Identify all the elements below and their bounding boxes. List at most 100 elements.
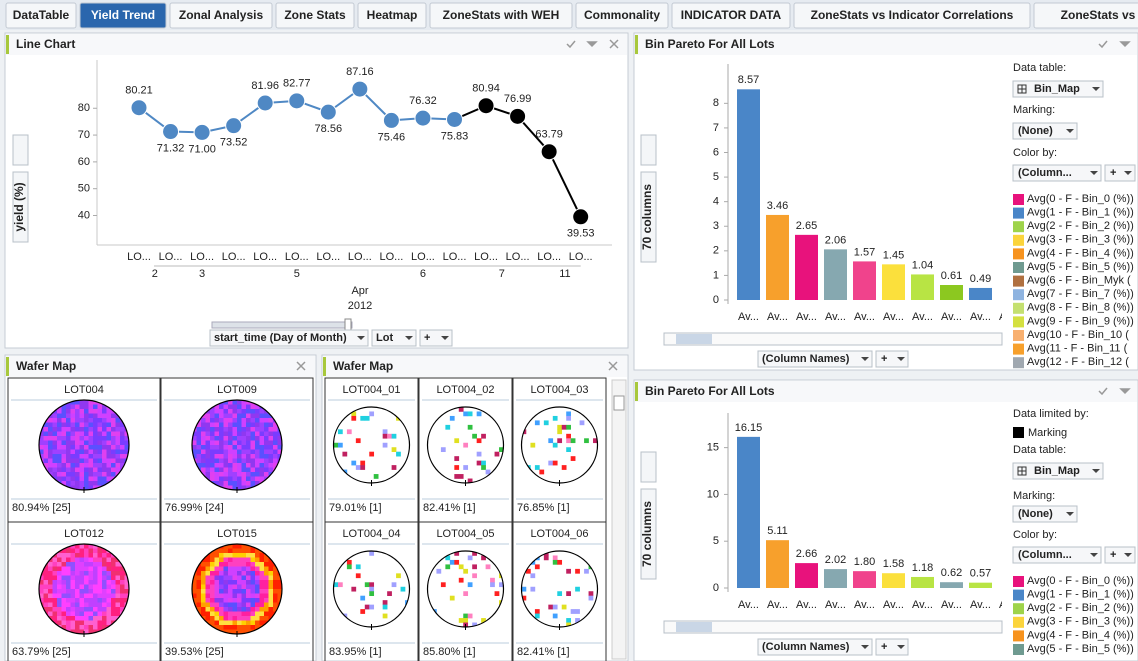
legend-swatch	[1013, 289, 1024, 301]
field-selector[interactable]	[1012, 462, 1104, 480]
selector[interactable]	[371, 329, 417, 347]
axis-control[interactable]	[640, 171, 657, 263]
tab[interactable]	[429, 2, 573, 29]
tab[interactable]	[575, 2, 669, 29]
selector[interactable]	[1104, 546, 1136, 564]
die	[84, 427, 89, 432]
field-selector[interactable]	[1012, 546, 1102, 564]
scroll-thumb[interactable]	[613, 395, 625, 411]
die	[241, 463, 247, 468]
tab[interactable]	[5, 2, 77, 29]
scroll-thumb[interactable]	[676, 334, 712, 344]
selector[interactable]	[875, 638, 909, 656]
close-icon[interactable]	[608, 361, 618, 371]
axis-control[interactable]	[640, 134, 657, 166]
tab[interactable]	[793, 2, 1031, 29]
die	[259, 454, 265, 459]
legend-label: Avg(0 - F - Bin_0 (%))	[1027, 193, 1134, 205]
die	[124, 575, 129, 581]
tab-label[interactable]: Yield Trend	[91, 8, 155, 22]
check-icon[interactable]	[1098, 387, 1108, 396]
die	[84, 463, 89, 468]
selector-label[interactable]: +	[881, 641, 887, 653]
tab[interactable]	[169, 2, 273, 29]
tab-label[interactable]: ZoneStats vs In	[1061, 8, 1138, 22]
selector-label[interactable]: +	[1110, 167, 1116, 179]
slider[interactable]	[211, 321, 353, 329]
die	[93, 463, 98, 468]
tab[interactable]	[671, 2, 791, 29]
slider-handle[interactable]	[344, 318, 352, 332]
scrollbar[interactable]	[611, 379, 627, 660]
die	[75, 589, 80, 594]
axis-control[interactable]	[12, 134, 29, 166]
die	[570, 438, 576, 444]
selector[interactable]	[209, 329, 369, 347]
tab-label[interactable]: Zonal Analysis	[179, 8, 264, 22]
field-value[interactable]: (Column...	[1018, 167, 1072, 179]
tab[interactable]	[275, 2, 355, 29]
axis-control[interactable]	[640, 488, 657, 580]
scroll-thumb[interactable]	[676, 622, 712, 632]
field-value[interactable]: Bin_Map	[1034, 465, 1080, 477]
tab-label[interactable]: Commonality	[584, 8, 660, 22]
selector-label[interactable]: Lot	[376, 332, 393, 344]
check-icon[interactable]	[1098, 40, 1108, 49]
selector[interactable]	[757, 350, 873, 368]
field-selector[interactable]	[1012, 80, 1104, 98]
die	[552, 559, 558, 565]
die	[102, 593, 107, 599]
field-value[interactable]: (Column...	[1018, 549, 1072, 561]
close-icon[interactable]	[609, 39, 619, 49]
selector-label[interactable]: +	[424, 332, 430, 344]
selector[interactable]	[875, 350, 909, 368]
field-value[interactable]: (None)	[1018, 125, 1053, 137]
field-value[interactable]: Bin_Map	[1034, 83, 1080, 95]
lot-label: LOT004_03	[530, 384, 588, 396]
tab-label[interactable]: Heatmap	[367, 8, 418, 22]
menu-icon[interactable]	[1119, 388, 1131, 395]
axis-control[interactable]	[12, 171, 29, 243]
tab-label[interactable]: ZoneStats with WEH	[443, 8, 560, 22]
die	[246, 544, 251, 549]
die	[557, 438, 563, 444]
die	[201, 445, 206, 450]
die	[552, 442, 558, 448]
selector-label[interactable]: start_time (Day of Month)	[214, 332, 347, 344]
axis-controls[interactable]	[12, 134, 657, 580]
selector[interactable]	[1104, 164, 1136, 182]
field-value[interactable]: (None)	[1018, 508, 1053, 520]
die	[102, 476, 107, 482]
selector-label[interactable]: (Column Names)	[762, 641, 850, 653]
tab[interactable]	[1033, 2, 1138, 29]
selector-label[interactable]: (Column Names)	[762, 353, 850, 365]
selector-label[interactable]: +	[1110, 549, 1116, 561]
header-icons[interactable]	[296, 39, 1131, 396]
die	[396, 451, 401, 457]
die	[552, 604, 558, 610]
y-tick-label: 4	[713, 196, 719, 208]
die	[57, 562, 62, 567]
field-selector[interactable]	[1012, 122, 1078, 140]
tab-label[interactable]: Zone Stats	[284, 8, 346, 22]
field-selector[interactable]	[1012, 505, 1078, 523]
axis-control[interactable]	[640, 451, 657, 483]
menu-icon[interactable]	[1119, 41, 1131, 48]
selector[interactable]	[757, 638, 873, 656]
tab[interactable]	[357, 2, 427, 29]
field-selector[interactable]	[1012, 164, 1102, 182]
menu-icon[interactable]	[586, 41, 598, 48]
scrollbar[interactable]	[663, 332, 1003, 346]
close-icon[interactable]	[296, 361, 306, 371]
tab-label[interactable]: DataTable	[13, 8, 70, 22]
die	[259, 409, 265, 414]
scrollbar[interactable]	[663, 620, 1003, 634]
die	[223, 611, 229, 617]
check-icon[interactable]	[566, 40, 576, 49]
selector-label[interactable]: +	[881, 353, 887, 365]
selector[interactable]	[419, 329, 453, 347]
tab-label[interactable]: INDICATOR DATA	[681, 8, 782, 22]
tab-label[interactable]: ZoneStats vs Indicator Correlations	[811, 8, 1014, 22]
field-label: Marking:	[1013, 104, 1055, 116]
tab[interactable]	[79, 2, 167, 29]
